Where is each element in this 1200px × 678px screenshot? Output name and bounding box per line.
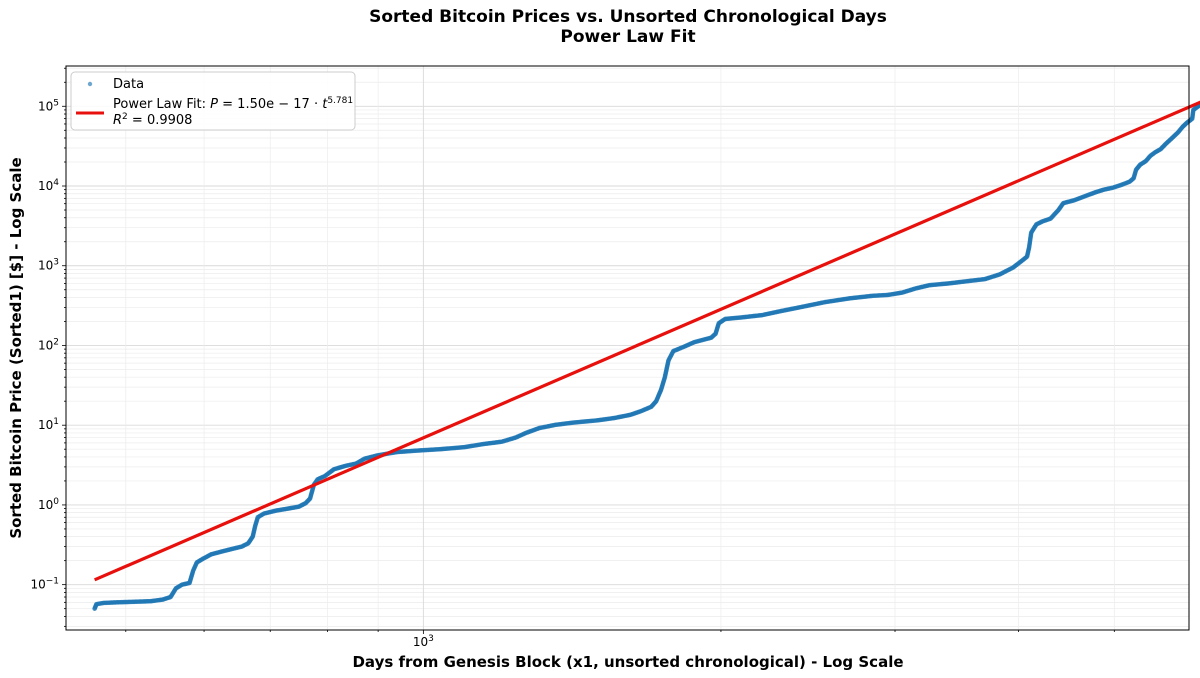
x-axis-label: Days from Genesis Block (x1, unsorted ch… [352,653,903,671]
y-tick-label-100: 102 [38,337,59,352]
y-axis-label: Sorted Bitcoin Price (Sorted1) [$] - Log… [7,157,25,538]
y-tick-labels: 10−1 100 101 102 103 104 105 [30,98,59,591]
y-tick-label-0.1: 10−1 [30,577,59,592]
y-tick-label-100000: 105 [38,98,59,113]
legend-box [70,71,356,131]
legend-data-label: Data [113,77,144,92]
chart-title: Sorted Bitcoin Prices vs. Unsorted Chron… [369,7,887,27]
plot-frame [65,65,1190,631]
legend-data-marker [87,81,93,87]
legend-fit-label: Power Law Fit: P = 1.50e − 17 · t5.781 [113,96,353,112]
y-tick-label-1: 100 [38,497,59,512]
fit-line-layer [93,100,1200,582]
y-tick-label-10: 101 [38,417,59,432]
x-tick-exp: 3 [428,634,434,644]
legend: Data Power Law Fit: P = 1.50e − 17 · t5.… [70,71,356,131]
power-law-fit-line [93,100,1200,582]
x-tick-base: 10 [413,635,428,649]
chart-subtitle: Power Law Fit [560,27,695,47]
x-tick-label-1000: 103 [413,634,434,649]
y-tick-label-10000: 104 [38,178,59,193]
y-tick-label-1000: 103 [38,258,59,273]
axis-ticks [62,67,1115,634]
data-points [92,103,1200,611]
legend-r2-label: R2 = 0.9908 [113,112,192,128]
grid [66,66,1189,630]
